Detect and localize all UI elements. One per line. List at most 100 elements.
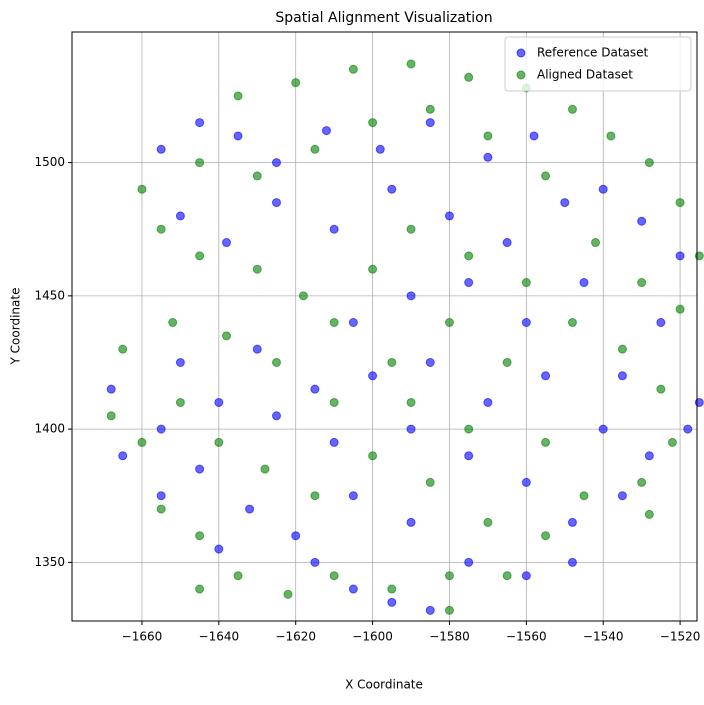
point	[675, 304, 685, 314]
point	[406, 291, 416, 301]
point	[483, 152, 493, 162]
point	[233, 571, 243, 581]
point	[425, 118, 435, 128]
point	[406, 397, 416, 407]
point	[444, 211, 454, 221]
point	[617, 491, 627, 501]
point	[271, 158, 281, 168]
y-tick-label: 1350	[34, 555, 65, 569]
point	[637, 278, 647, 288]
point	[406, 424, 416, 434]
point	[567, 104, 577, 114]
point	[329, 397, 339, 407]
point	[541, 171, 551, 181]
point	[675, 251, 685, 261]
point	[368, 264, 378, 274]
point	[368, 371, 378, 381]
point	[156, 424, 166, 434]
point	[214, 544, 224, 554]
point	[137, 437, 147, 447]
point	[329, 571, 339, 581]
point	[329, 437, 339, 447]
point	[502, 571, 512, 581]
point	[591, 238, 601, 248]
point	[195, 464, 205, 474]
point	[579, 278, 589, 288]
point	[252, 264, 262, 274]
point	[156, 491, 166, 501]
point	[348, 64, 358, 74]
legend-label: Aligned Dataset	[537, 68, 633, 82]
point	[329, 318, 339, 328]
x-tick-label: −1560	[506, 630, 547, 644]
point	[106, 411, 116, 421]
x-tick-label: −1640	[199, 630, 240, 644]
point	[137, 184, 147, 194]
point	[252, 171, 262, 181]
legend-label: Reference Dataset	[537, 46, 649, 60]
point	[425, 104, 435, 114]
point	[310, 557, 320, 567]
point	[118, 451, 128, 461]
point	[195, 158, 205, 168]
point	[233, 91, 243, 101]
point	[483, 397, 493, 407]
point	[329, 224, 339, 234]
point	[291, 531, 301, 541]
point	[425, 357, 435, 367]
point	[195, 251, 205, 261]
point	[667, 437, 677, 447]
point	[222, 331, 232, 341]
point	[310, 144, 320, 154]
point	[406, 59, 416, 69]
x-tick-label: −1660	[122, 630, 163, 644]
point	[214, 397, 224, 407]
point	[387, 357, 397, 367]
point	[387, 597, 397, 607]
point	[656, 384, 666, 394]
point	[195, 118, 205, 128]
point	[483, 131, 493, 141]
x-tick-label: −1540	[583, 630, 624, 644]
point	[644, 509, 654, 519]
y-tick-label: 1400	[34, 422, 65, 436]
point	[606, 131, 616, 141]
point	[118, 344, 128, 354]
y-axis-label: Y Coordinate	[9, 288, 23, 366]
point	[521, 571, 531, 581]
point	[567, 318, 577, 328]
point	[233, 131, 243, 141]
point	[260, 464, 270, 474]
point	[521, 477, 531, 487]
point	[502, 357, 512, 367]
point	[598, 184, 608, 194]
point	[406, 224, 416, 234]
point	[617, 344, 627, 354]
point	[567, 557, 577, 567]
x-axis-label: X Coordinate	[345, 678, 423, 692]
point	[222, 238, 232, 248]
point	[271, 357, 281, 367]
point	[283, 589, 293, 599]
point	[271, 411, 281, 421]
legend-marker	[516, 70, 526, 80]
point	[368, 118, 378, 128]
point	[168, 318, 178, 328]
point	[529, 131, 539, 141]
point	[464, 424, 474, 434]
point	[656, 318, 666, 328]
point	[348, 584, 358, 594]
point	[195, 531, 205, 541]
point	[464, 278, 474, 288]
point	[298, 291, 308, 301]
point	[310, 491, 320, 501]
x-tick-label: −1520	[660, 630, 701, 644]
point	[644, 451, 654, 461]
point	[245, 504, 255, 514]
point	[541, 531, 551, 541]
point	[387, 184, 397, 194]
point	[521, 278, 531, 288]
chart-title: Spatial Alignment Visualization	[275, 10, 492, 26]
